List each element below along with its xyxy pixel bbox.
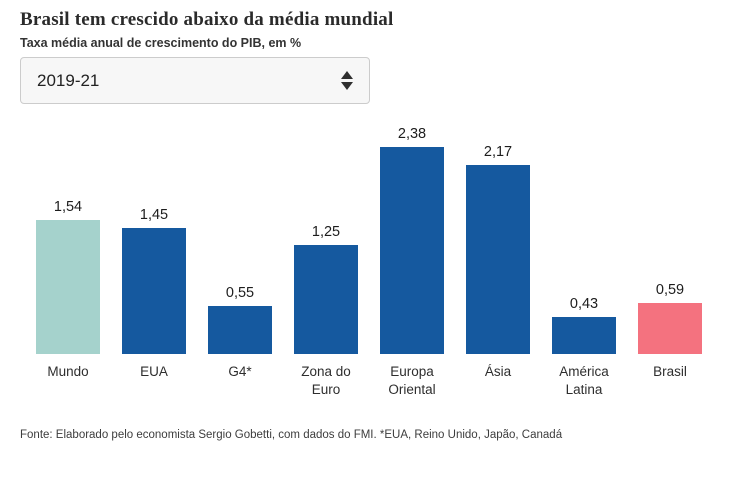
bar	[122, 228, 186, 354]
bar-category-label: Mundo	[47, 364, 89, 379]
bar-category-label: G4*	[228, 364, 252, 379]
bar-group: 0,55 G4*	[208, 120, 272, 381]
bar-column: 2,38	[380, 120, 444, 354]
bar	[552, 317, 616, 354]
bar	[380, 147, 444, 354]
bar-group: 0,43 América Latina	[552, 120, 616, 399]
up-down-spinner-icon	[341, 71, 353, 90]
bar-group: 2,38 Europa Oriental	[380, 120, 444, 399]
bar-category-label: EUA	[140, 364, 168, 379]
bar-category-label: Ásia	[484, 364, 512, 379]
bar-column: 0,43	[552, 120, 616, 354]
period-select[interactable]: 2019-21	[20, 57, 370, 104]
bar-column: 0,55	[208, 120, 272, 354]
bar-category-label: América Latina	[559, 364, 609, 397]
bar	[466, 165, 530, 354]
bar-group: 2,17 Ásia	[466, 120, 530, 381]
bar	[294, 245, 358, 354]
source-note: Fonte: Elaborado pelo economista Sergio …	[20, 429, 563, 441]
bar-column: 1,45	[122, 120, 186, 354]
bar	[36, 220, 100, 354]
bar-value-label: 1,54	[53, 199, 83, 215]
bar-column: 0,59	[638, 120, 702, 354]
bar-category-label: Brasil	[653, 364, 687, 379]
bar-chart: 1,54 Mundo 1,45 EUA 0,55 G4* 1,25 Zona do Euro 2…	[36, 120, 702, 399]
bar-group: 1,45 EUA	[122, 120, 186, 381]
bar-category-label: Zona do Euro	[301, 364, 351, 397]
bar-value-label: 0,59	[655, 282, 685, 298]
bar-value-label: 0,43	[569, 296, 599, 312]
period-select-value: 2019-21	[37, 70, 100, 90]
bar	[638, 303, 702, 354]
bar-category-label: Europa Oriental	[388, 364, 436, 397]
bar-value-label: 1,25	[311, 224, 341, 240]
bar-group: 1,25 Zona do Euro	[294, 120, 358, 399]
bar-column: 2,17	[466, 120, 530, 354]
bar-value-label: 1,45	[139, 207, 169, 223]
bar-group: 1,54 Mundo	[36, 120, 100, 381]
bar-group: 0,59 Brasil	[638, 120, 702, 381]
bar-value-label: 2,38	[397, 126, 427, 142]
bar-value-label: 2,17	[483, 144, 513, 160]
bar-value-label: 0,55	[225, 285, 255, 301]
chart-subtitle: Taxa média anual de crescimento do PIB, …	[20, 36, 302, 50]
bar-column: 1,54	[36, 120, 100, 354]
page-title: Brasil tem crescido abaixo da média mund…	[20, 9, 394, 30]
bar	[208, 306, 272, 354]
bar-column: 1,25	[294, 120, 358, 354]
